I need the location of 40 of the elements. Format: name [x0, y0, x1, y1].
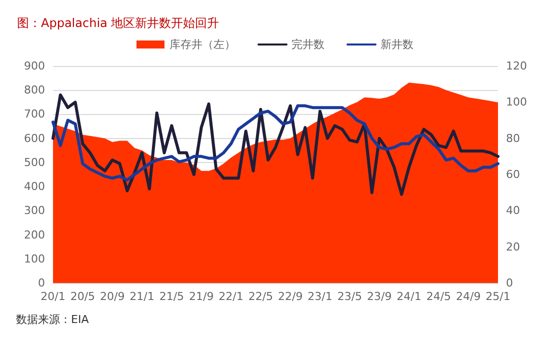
y2-tick-label: 0: [506, 276, 513, 290]
x-tick-label: 23/5: [337, 290, 362, 303]
x-tick-label: 25/1: [486, 290, 510, 303]
x-tick-label: 24/1: [396, 290, 422, 303]
y-tick-label: 200: [24, 228, 45, 242]
x-tick-label: 21/9: [188, 290, 214, 303]
legend-label: 新井数: [380, 38, 414, 51]
x-tick-label: 24/5: [426, 290, 452, 303]
y-tick-label: 900: [24, 60, 45, 72]
y2-tick-label: 120: [506, 60, 527, 72]
legend-label: 完井数: [292, 38, 324, 51]
x-tick-label: 22/1: [218, 290, 244, 303]
y2-tick-label: 60: [506, 168, 520, 181]
y-tick-label: 600: [24, 132, 45, 145]
y2-tick-label: 80: [506, 132, 520, 145]
x-tick-label: 20/5: [70, 290, 96, 303]
y-tick-label: 400: [24, 180, 45, 194]
y-tick-label: 0: [38, 276, 45, 290]
y-tick-label: 700: [24, 108, 45, 121]
y2-tick-label: 40: [506, 204, 520, 218]
y-tick-label: 100: [24, 252, 45, 266]
y-tick-label: 300: [24, 204, 45, 218]
x-tick-label: 24/9: [456, 290, 481, 303]
y-tick-label: 800: [24, 84, 45, 97]
x-tick-label: 20/1: [40, 290, 66, 303]
y2-tick-label: 20: [506, 240, 520, 254]
line-series: [52, 93, 500, 196]
x-tick-label: 22/5: [248, 290, 274, 303]
line-series: [52, 104, 500, 182]
x-tick-label: 21/5: [159, 290, 184, 303]
x-tick-label: 23/1: [308, 290, 332, 303]
y-tick-label: 500: [24, 156, 45, 169]
x-tick-label: 23/9: [366, 290, 392, 303]
x-tick-label: 20/9: [100, 290, 125, 303]
x-tick-label: 22/9: [278, 290, 303, 303]
source-note: 数据来源：EIA: [16, 313, 90, 326]
x-tick-label: 21/1: [130, 290, 154, 303]
y2-tick-label: 100: [506, 96, 527, 109]
chart-title: 图：Appalachia 地区新井数开始回升: [17, 16, 220, 30]
legend-label: 库存井（左）: [170, 38, 236, 51]
